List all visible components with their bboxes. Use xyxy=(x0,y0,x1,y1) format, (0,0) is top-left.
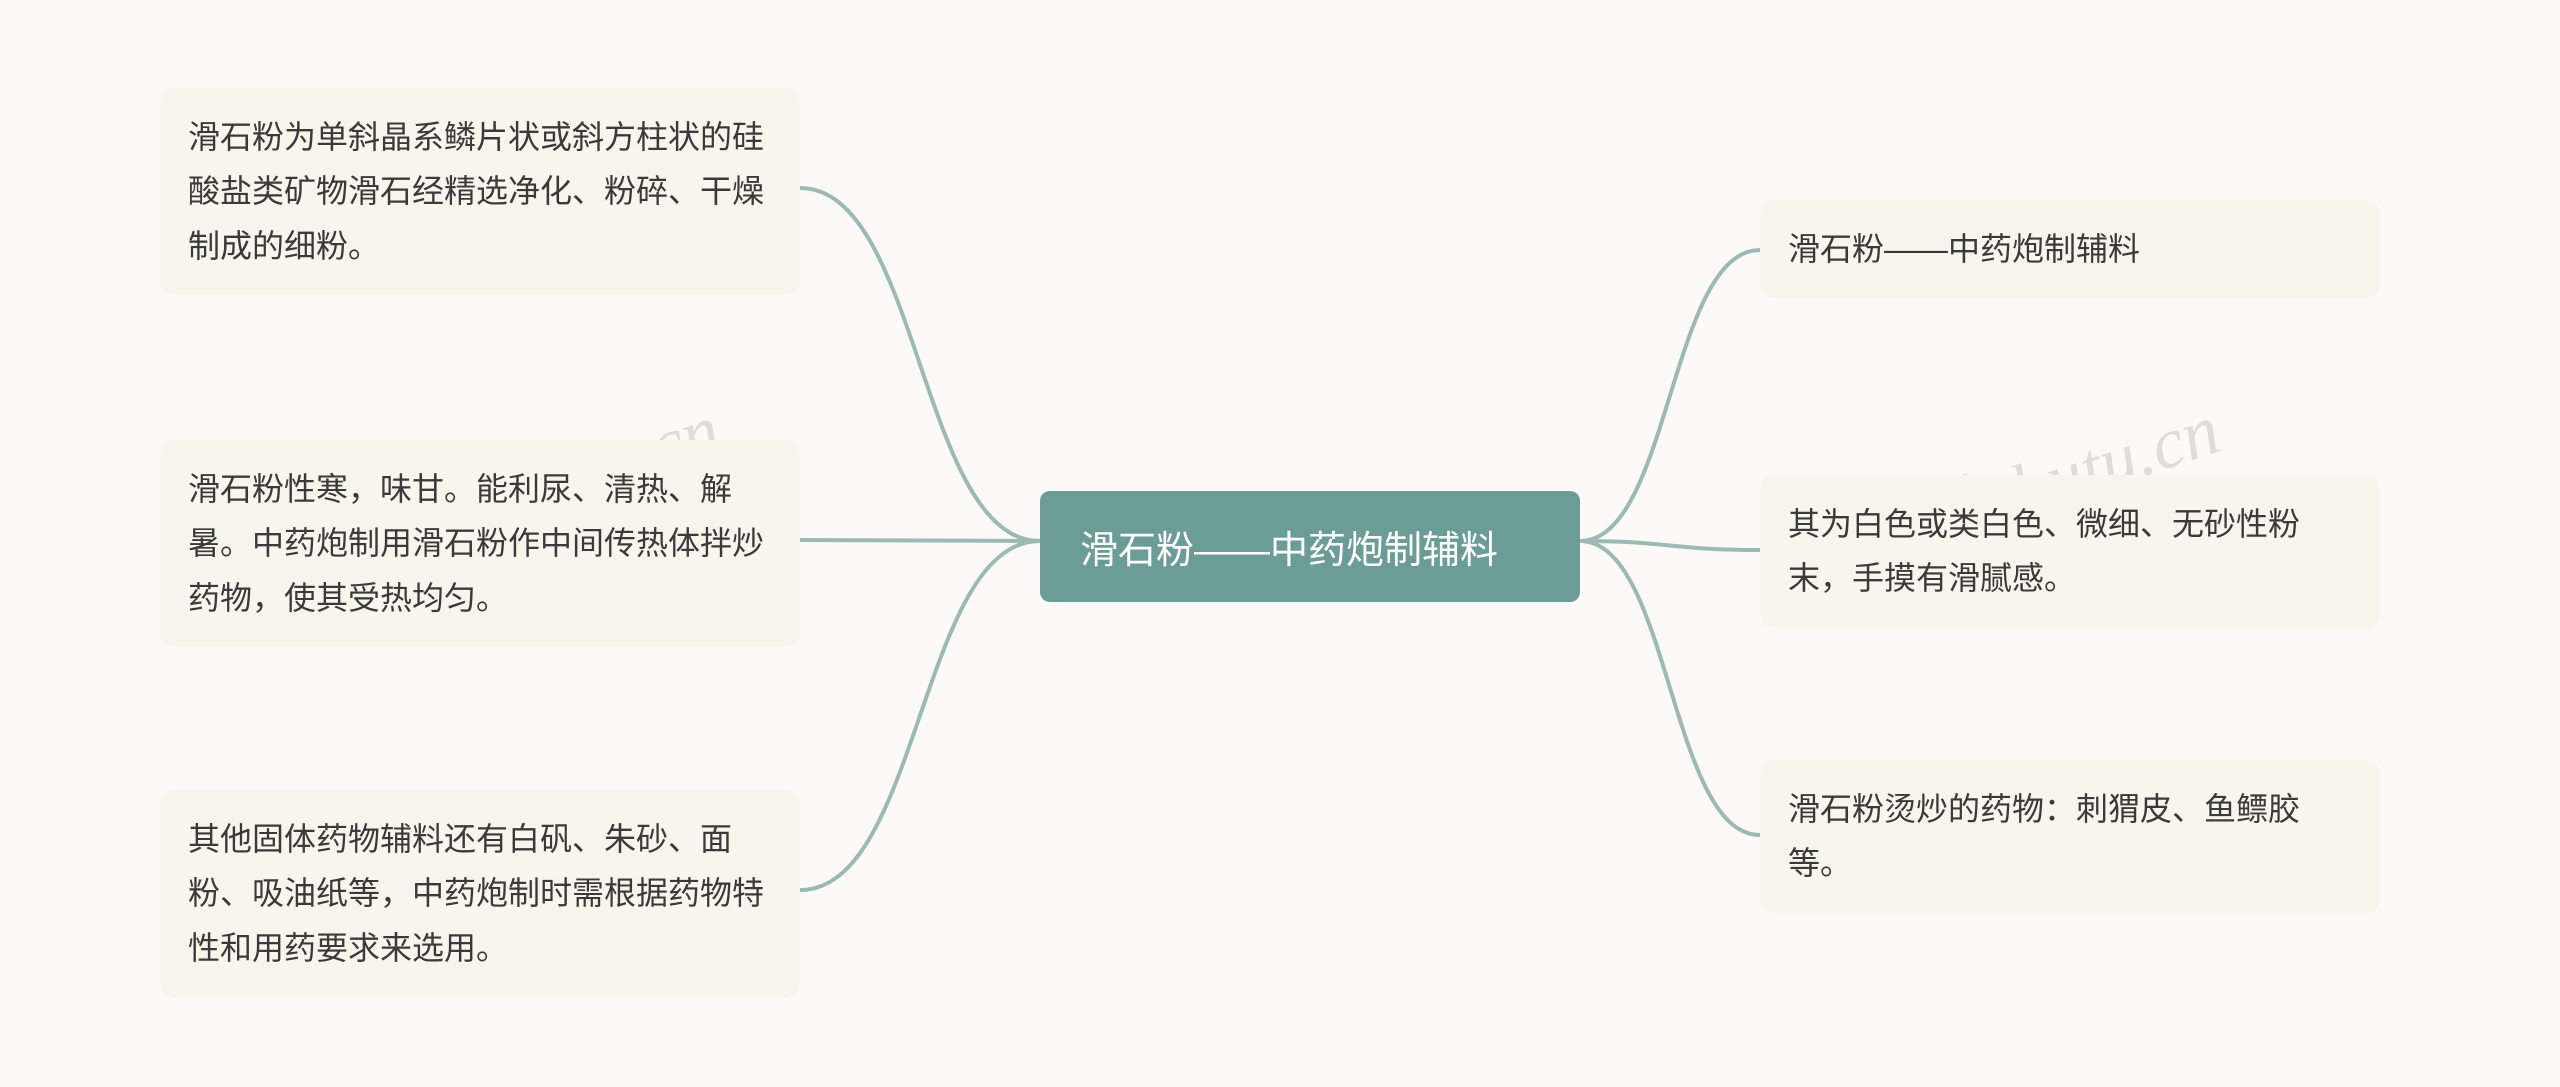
leaf-right-0[interactable]: 滑石粉——中药炮制辅料 xyxy=(1760,200,2380,298)
leaf-right-2[interactable]: 滑石粉烫炒的药物：刺猬皮、鱼鳔胶等。 xyxy=(1760,760,2380,913)
leaf-left-2[interactable]: 其他固体药物辅料还有白矾、朱砂、面粉、吸油纸等，中药炮制时需根据药物特性和用药要… xyxy=(160,790,800,997)
leaf-left-0[interactable]: 滑石粉为单斜晶系鳞片状或斜方柱状的硅酸盐类矿物滑石经精选净化、粉碎、干燥制成的细… xyxy=(160,88,800,295)
leaf-left-1[interactable]: 滑石粉性寒，味甘。能利尿、清热、解暑。中药炮制用滑石粉作中间传热体拌炒药物，使其… xyxy=(160,440,800,647)
leaf-right-1[interactable]: 其为白色或类白色、微细、无砂性粉末，手摸有滑腻感。 xyxy=(1760,475,2380,628)
mindmap-canvas: 树图 shutu.cn 树图 shutu.cn 滑石粉——中药炮制辅料 滑石粉为… xyxy=(0,0,2560,1087)
center-node[interactable]: 滑石粉——中药炮制辅料 xyxy=(1040,491,1580,602)
